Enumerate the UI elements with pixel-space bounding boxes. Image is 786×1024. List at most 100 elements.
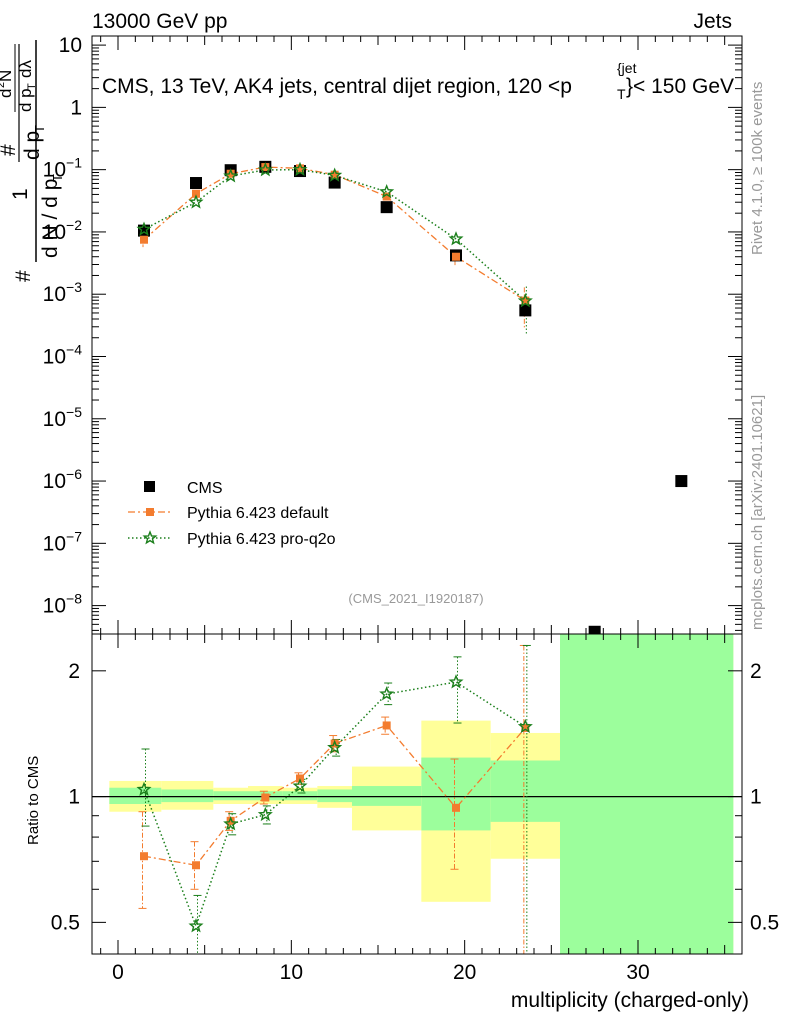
main-y-tick-label: 10−5 — [43, 404, 83, 431]
ratio-y-tick-labels: 0.5 0.5 1 1 2 2 — [51, 660, 779, 935]
ratio-plot-area — [91, 633, 743, 955]
ratio-band-stat — [421, 757, 491, 831]
default-point — [452, 252, 460, 261]
legend-marker-default — [146, 508, 154, 516]
ylabel-num2-sup: 2 — [0, 82, 7, 88]
ratio-y-tick-label-right: 1 — [750, 786, 762, 809]
default-ratio-point — [452, 803, 460, 812]
x-tick-labels: 0 10 20 30 — [112, 961, 650, 984]
ylabel-num2: d — [0, 89, 15, 98]
default-ratio-point — [521, 723, 530, 732]
ylabel-num2-den-sub: T — [26, 83, 38, 90]
title-main: CMS, 13 TeV, AK4 jets, central dijet reg… — [102, 75, 572, 98]
main-y-tick-label: 10−6 — [43, 466, 83, 493]
main-y-tick-label: 10−1 — [43, 155, 83, 182]
header-left: 13000 GeV pp — [92, 10, 227, 33]
default-ratio-point — [226, 816, 235, 825]
plot-title: CMS, 13 TeV, AK4 jets, central dijet reg… — [102, 60, 734, 102]
legend-marker-cms — [144, 481, 155, 492]
ratio-y-label: Ratio to CMS — [25, 756, 42, 845]
ratio-bands — [109, 634, 734, 954]
pro-ratio-point — [292, 778, 308, 793]
ylabel-num2-den: d p — [16, 88, 35, 112]
default-point — [296, 164, 304, 173]
ratio-axis-ticks — [92, 634, 742, 954]
pro-ratio-point — [517, 718, 533, 734]
legend-label-pro: Pythia 6.423 pro-q2o — [187, 531, 336, 548]
legend-marker-pro — [142, 530, 158, 545]
pro-ratio-point — [188, 918, 204, 933]
x-tick-label: 0 — [112, 961, 124, 984]
ylabel-num2-tail: N — [0, 70, 15, 82]
ylabel-den: d N / d p — [39, 179, 62, 258]
watermark: (CMS_2021_I1920187) — [348, 591, 483, 606]
main-y-tick-label: 10−7 — [43, 528, 83, 555]
svg-text:CMS, 13 TeV, AK4 jets, central: CMS, 13 TeV, AK4 jets, central dijet reg… — [102, 75, 572, 98]
ratio-frame — [91, 633, 743, 955]
main-y-tick-label: 10−4 — [43, 341, 83, 368]
default-point — [192, 189, 200, 198]
cms-point — [190, 177, 202, 190]
main-series — [136, 160, 688, 638]
default-point — [140, 235, 148, 244]
rivet-label: Rivet 4.1.0, ≥ 100k events — [749, 82, 766, 255]
default-ratio-point — [261, 793, 270, 802]
main-y-tick-label: 1 — [70, 96, 82, 119]
cms-point — [519, 304, 532, 317]
main-axis-ticks — [92, 36, 742, 634]
main-y-tick-label: 10 — [59, 34, 82, 57]
default-line — [143, 166, 526, 302]
title-tail: }< 150 GeV — [626, 75, 734, 98]
pro-point — [257, 162, 273, 177]
pro-ratio-point — [448, 674, 464, 689]
ylabel-den-sub: T — [50, 174, 65, 182]
ylabel-one: 1 — [9, 188, 32, 200]
pro-point — [517, 293, 533, 308]
default-point — [226, 169, 235, 178]
ratio-y-tick-label-right: 2 — [750, 660, 762, 683]
main-y-tick-label: 10−2 — [43, 217, 83, 244]
pro-point — [379, 183, 395, 199]
default-point — [330, 170, 339, 179]
pro-point — [136, 221, 152, 236]
main-y-tick-labels: 10 1 10−1 10−2 10−3 10−4 10−5 10−6 10−7 10−8 — [43, 34, 83, 618]
x-tick-label: 20 — [453, 961, 476, 984]
default-ratio-point — [192, 861, 200, 870]
x-tick-label: 10 — [280, 961, 303, 984]
x-axis-label: multiplicity (charged-only) — [511, 989, 749, 1012]
pro-ratio-line — [143, 681, 526, 929]
title-sup: {jet — [617, 60, 637, 76]
ratio-band-stat — [352, 786, 422, 806]
main-y-tick-label: 10−8 — [43, 591, 83, 618]
ylabel-num2-den-tail: dλ — [16, 60, 35, 78]
x-tick-label: 30 — [626, 961, 649, 984]
pro-point — [292, 161, 308, 177]
pro-ratio-point — [379, 686, 395, 701]
ratio-band-stat — [560, 634, 734, 954]
mcplots-label: mcplots.cern.ch [arXiv:2401.10621] — [749, 395, 766, 630]
cms-point — [380, 201, 393, 214]
ratio-band-stat — [282, 791, 318, 801]
default-point — [261, 163, 270, 172]
ylabel-prefix: # — [12, 270, 35, 282]
ylabel-num1-den: d p — [21, 131, 44, 160]
default-ratio-point — [140, 852, 148, 861]
ylabel-num1-den-sub: T — [32, 125, 47, 133]
ratio-y-tick-label-right: 0.5 — [750, 911, 779, 934]
ratio-series — [136, 644, 533, 955]
main-plot-area: 10 1 10−1 10−2 10−3 10−4 10−5 10−6 10−7 10−8 — [43, 34, 743, 638]
main-y-label: # 1 d N / d p T # d p T d 2 N d p T dλ — [0, 40, 65, 282]
ratio-y-tick-label-left: 2 — [68, 660, 80, 683]
default-point — [521, 296, 530, 305]
ylabel-num1: # — [0, 144, 20, 156]
cms-point — [675, 475, 688, 488]
pro-ratio-point — [136, 781, 152, 796]
title-sub: T — [617, 86, 626, 102]
pro-point — [327, 167, 343, 182]
main-y-tick-label: 10−3 — [43, 279, 83, 306]
legend-label-default: Pythia 6.423 default — [187, 505, 329, 522]
pro-ratio-point — [257, 806, 273, 822]
header-right: Jets — [693, 10, 732, 33]
default-point — [382, 192, 391, 201]
